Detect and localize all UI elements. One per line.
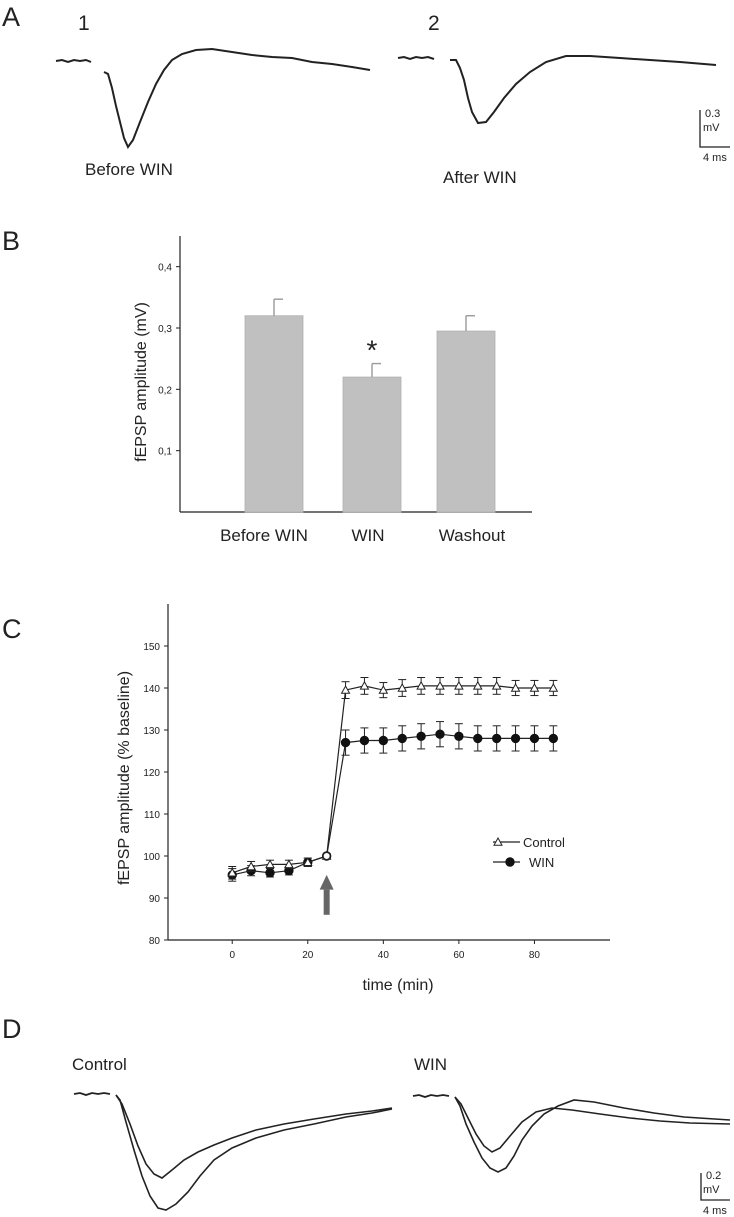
panel-b-letter: B — [2, 226, 20, 256]
chart-c-y-tick-label: 140 — [143, 684, 160, 695]
chart-c-point-transition — [322, 852, 331, 860]
chart-b-y-tick-label: 0,3 — [158, 324, 172, 335]
trace-control-after — [115, 1094, 393, 1211]
panel-a: A 1 2 Before WIN After WIN 0.3 mV 4 ms — [2, 2, 730, 187]
chart-c-y-tick-label: 80 — [149, 936, 161, 947]
chart-c-point-control — [548, 682, 559, 692]
chart-c-point-control — [435, 680, 445, 690]
chart-b-bar — [342, 376, 402, 513]
chart-c-legend-label-win: WIN — [529, 855, 554, 870]
trace-2-caption: After WIN — [443, 168, 517, 187]
chart-c-x-tick-label: 0 — [229, 950, 235, 961]
chart-c-point-control — [491, 680, 502, 690]
chart-c-x-tick-label: 40 — [378, 950, 390, 961]
panel-d: D Control WIN 0.2 mV 4 ms — [2, 1014, 731, 1217]
chart-c-x-tick-label: 80 — [529, 950, 541, 961]
chart-c-point-win — [529, 733, 540, 744]
chart-c-point-control — [510, 682, 521, 692]
trace-2-number: 2 — [428, 12, 440, 35]
panel-b-bar-chart: B fEPSP amplitude (mV) 0,1 0,2 0,3 0,4 Befor… — [2, 226, 532, 545]
chart-c-point-control — [246, 861, 256, 871]
chart-c-point-win — [454, 731, 464, 741]
trace-after-win — [450, 55, 717, 125]
trace-before-win-baseline — [55, 58, 92, 64]
chart-c-point-control — [265, 859, 275, 869]
chart-b-significance-star: * — [367, 335, 378, 366]
chart-c-point-win — [435, 729, 445, 739]
scale-d-amplitude: 0.2 — [706, 1170, 721, 1182]
chart-b-y-tick-label: 0,4 — [158, 263, 172, 274]
chart-c-xlabel: time (min) — [362, 977, 433, 994]
panel-a-letter: A — [2, 2, 20, 32]
chart-c-point-control — [227, 867, 238, 877]
chart-c-point-control — [378, 685, 389, 694]
scale-a-time: 4 ms — [703, 152, 727, 164]
chart-c-y-tick-label: 130 — [143, 726, 160, 737]
chart-c-point-control — [302, 857, 313, 866]
chart-c-arrow-head — [319, 874, 334, 890]
chart-c-point-win — [378, 735, 389, 746]
chart-c-x-tick-label: 20 — [302, 950, 314, 961]
trace-win-before — [454, 1096, 731, 1153]
chart-c-y-tick-label: 120 — [143, 768, 160, 779]
chart-b-y-tick-label: 0,1 — [158, 447, 172, 458]
chart-c-legend-marker-win — [505, 857, 515, 867]
trace-1-caption: Before WIN — [85, 160, 173, 179]
chart-c-point-win — [340, 737, 351, 748]
chart-c-legend-marker-control — [493, 836, 503, 846]
chart-c-point-control — [397, 682, 408, 692]
panel-d-control-label: Control — [72, 1055, 127, 1074]
chart-c-point-win — [416, 731, 426, 741]
chart-c-y-tick-label: 110 — [144, 810, 160, 821]
chart-c-point-win — [510, 733, 521, 744]
trace-control-baseline — [73, 1092, 111, 1096]
trace-win-baseline — [412, 1094, 450, 1098]
chart-c-point-win — [397, 733, 407, 744]
chart-c-arrow-shaft — [323, 889, 330, 915]
chart-c-point-control — [529, 682, 540, 692]
chart-c-point-control — [284, 859, 294, 869]
scale-a-amplitude: 0.3 — [705, 108, 720, 120]
chart-c-y-tick-label: 90 — [149, 894, 161, 905]
chart-c-point-control — [340, 685, 351, 694]
chart-b-category-label: Before WIN — [220, 526, 308, 545]
chart-b-ylabel: fEPSP amplitude (mV) — [133, 302, 150, 462]
chart-c-legend-label-control: Control — [523, 835, 565, 850]
trace-before-win — [103, 47, 371, 150]
chart-b-bar — [436, 330, 496, 513]
chart-c-series-line-control — [232, 685, 554, 874]
chart-b-category-label: Washout — [439, 526, 506, 545]
panel-c-line-chart: C fEPSP amplitude (% baseline) time (min… — [2, 604, 610, 994]
scale-bar-a: 0.3 mV 4 ms — [699, 108, 730, 164]
chart-c-series-line-win — [232, 733, 554, 876]
trace-control-before — [115, 1094, 393, 1179]
chart-c-point-control — [472, 680, 483, 690]
chart-c-point-control — [359, 680, 370, 690]
scale-bar-d: 0.2 mV 4 ms — [700, 1170, 730, 1217]
chart-c-point-control — [416, 680, 426, 690]
chart-b-category-label: WIN — [351, 526, 384, 545]
chart-c-point-control — [454, 680, 464, 690]
panel-c-letter: C — [2, 614, 22, 644]
trace-after-win-baseline — [397, 55, 435, 61]
chart-c-y-tick-label: 100 — [143, 852, 160, 863]
trace-win-after — [454, 1096, 731, 1173]
chart-c-ylabel: fEPSP amplitude (% baseline) — [116, 671, 133, 885]
chart-b-y-tick-label: 0,2 — [158, 385, 172, 396]
panel-d-letter: D — [2, 1014, 22, 1044]
scale-d-unit: mV — [703, 1184, 720, 1196]
chart-c-point-win — [491, 733, 502, 744]
chart-c-point-win — [548, 733, 559, 744]
chart-c-y-tick-label: 150 — [143, 642, 160, 653]
chart-c-point-win — [359, 735, 370, 746]
chart-c-point-win — [473, 733, 483, 744]
scale-d-time: 4 ms — [703, 1205, 727, 1217]
chart-b-bar — [244, 315, 304, 513]
panel-d-win-label: WIN — [414, 1055, 447, 1074]
chart-c-point-win — [265, 868, 275, 878]
scale-a-unit: mV — [703, 122, 720, 134]
chart-c-x-tick-label: 60 — [453, 950, 465, 961]
trace-1-number: 1 — [78, 12, 90, 35]
